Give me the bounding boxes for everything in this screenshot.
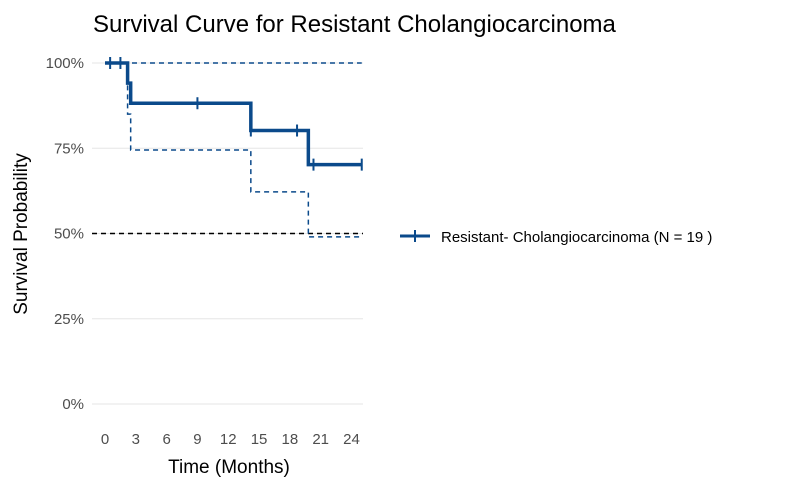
x-tick-label: 3 [132, 431, 140, 448]
x-axis-title: Time (Months) [168, 457, 290, 478]
chart-title: Survival Curve for Resistant Cholangioca… [93, 11, 617, 38]
ci-lower-line [105, 62, 362, 238]
x-tick-label: 15 [251, 431, 268, 448]
x-tick-label: 0 [101, 431, 109, 448]
y-tick-label: 50% [54, 226, 84, 243]
y-axis-ticks: 0% 25% 50% 75% 100% [46, 55, 84, 413]
y-tick-label: 0% [62, 396, 84, 413]
legend-label: Resistant- Cholangiocarcinoma (N = 19 ) [441, 229, 712, 246]
x-tick-label: 24 [343, 431, 360, 448]
plot-area [92, 57, 363, 238]
y-tick-label: 100% [46, 55, 84, 72]
y-axis-title: Survival Probability [11, 153, 32, 315]
y-tick-label: 25% [54, 311, 84, 328]
x-tick-label: 6 [162, 431, 170, 448]
x-tick-label: 18 [282, 431, 299, 448]
y-tick-label: 75% [54, 140, 84, 157]
legend: Resistant- Cholangiocarcinoma (N = 19 ) [400, 229, 712, 246]
x-tick-label: 21 [312, 431, 329, 448]
survival-curve [105, 61, 362, 167]
x-tick-label: 12 [220, 431, 237, 448]
x-tick-label: 9 [193, 431, 201, 448]
x-axis-ticks: 0 3 6 9 12 15 18 21 24 [101, 431, 360, 448]
